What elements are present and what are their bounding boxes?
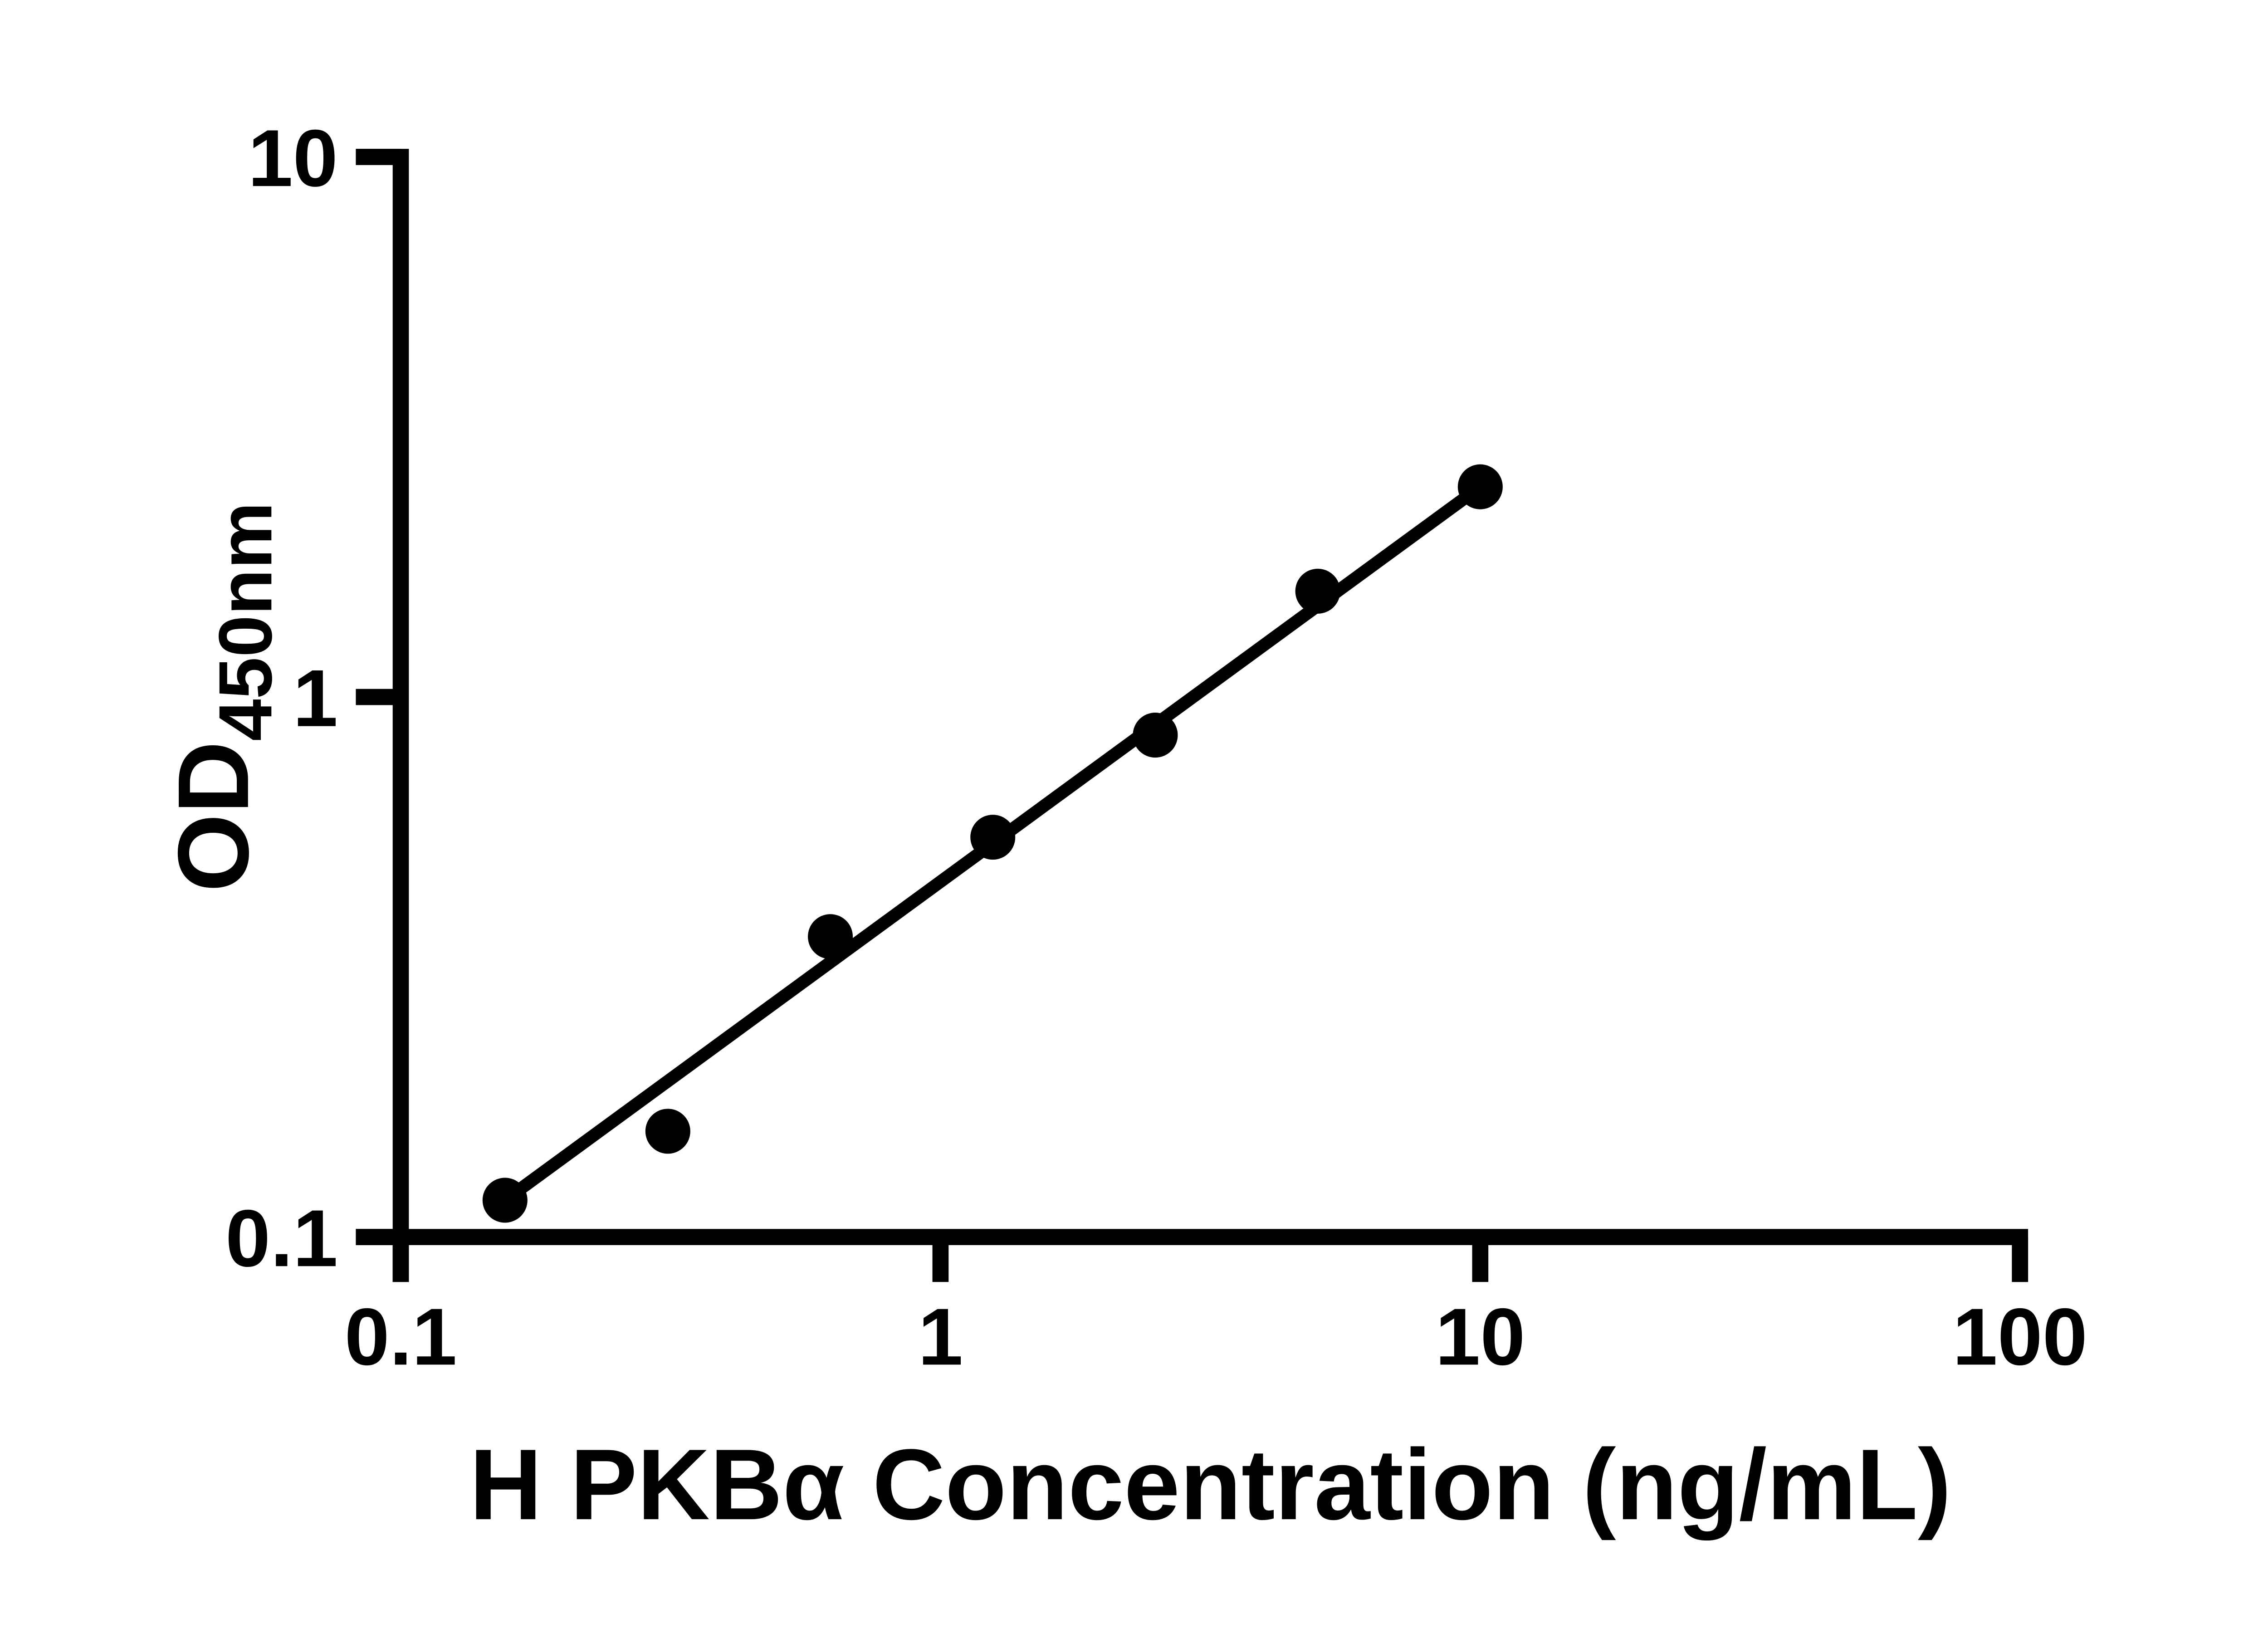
y-axis-title-main: OD [157,741,270,892]
data-point-marker [970,815,1016,860]
axes [356,149,2028,1282]
data-point-marker [1457,464,1503,509]
data-point-marker [482,1178,528,1223]
x-tick-label: 1 [918,1291,963,1382]
data-point-marker [1295,568,1340,614]
x-tick-label: 0.1 [345,1291,457,1382]
y-axis [356,149,409,1282]
y-tick-label: 0.1 [225,1193,338,1283]
data-point-marker [808,914,853,959]
y-axis-title-subscript: 450nm [203,502,288,741]
data-point-marker [645,1109,690,1154]
y-axis-title: OD450nm [157,502,288,892]
tick-marks-and-labels: 0.1 1 10 0.1 1 10 100 [225,113,2087,1382]
x-axis-title: H PKBα Concentration (ng/mL) [469,1428,1951,1541]
x-tick-label: 10 [1435,1291,1525,1382]
x-axis [356,1229,2028,1282]
y-tick-label: 1 [293,653,338,743]
data-point-marker [1133,713,1178,758]
data-series-layer [482,464,1503,1223]
y-tick-label: 10 [248,113,338,203]
x-tick-label: 100 [1953,1291,2087,1382]
